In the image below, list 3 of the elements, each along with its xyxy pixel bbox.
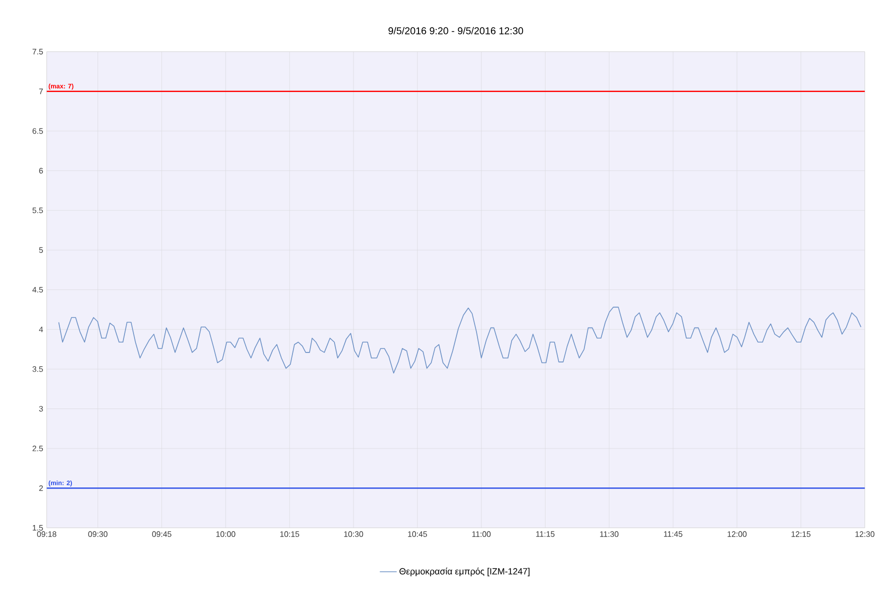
line-series (58, 306, 862, 374)
chart-title: 9/5/2016 9:20 - 9/5/2016 12:30 (388, 26, 524, 34)
legend-label: Θερμοκρασία εμπρός [IZM-1247] (400, 567, 530, 576)
